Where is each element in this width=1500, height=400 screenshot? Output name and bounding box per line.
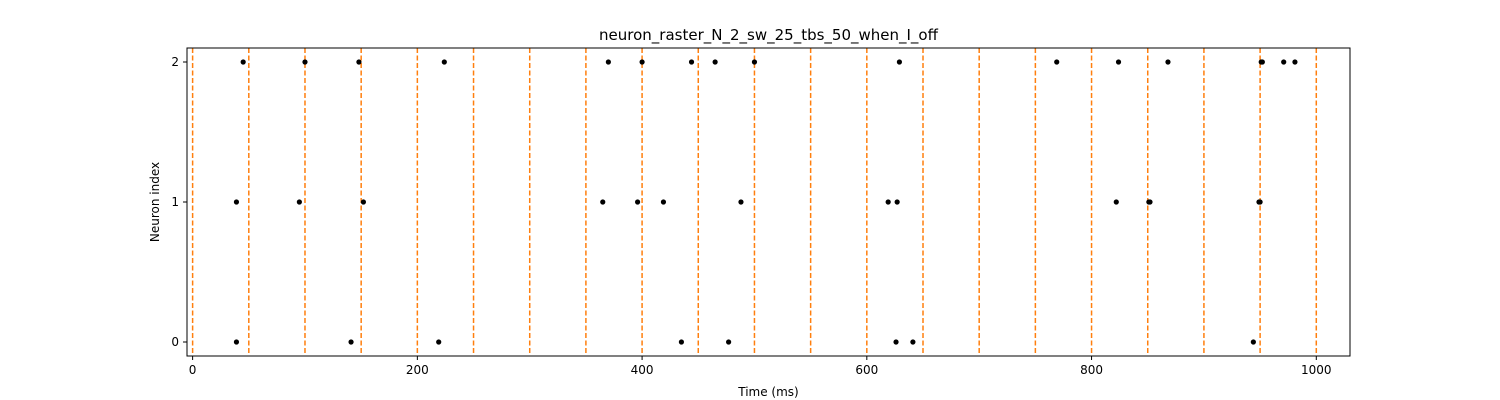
spike-point xyxy=(605,59,611,65)
spike-point xyxy=(1054,59,1060,65)
spike-point xyxy=(639,59,645,65)
spike-point xyxy=(356,59,362,65)
spike-point xyxy=(233,199,240,205)
x-axis-label: Time (ms) xyxy=(737,385,799,399)
spike-point xyxy=(738,199,744,205)
spike-point xyxy=(660,199,667,205)
y-tick-label: 2 xyxy=(171,55,179,69)
spike-point xyxy=(894,199,900,205)
spike-point xyxy=(600,199,606,205)
spike-point xyxy=(360,199,367,205)
spike-point xyxy=(1257,199,1263,205)
spike-point xyxy=(885,199,891,205)
x-tick-label: 600 xyxy=(855,363,878,377)
spike-point xyxy=(688,59,695,65)
spike-point xyxy=(296,199,302,205)
x-tick-label: 200 xyxy=(406,363,429,377)
spike-point xyxy=(1281,59,1287,65)
x-tick-label: 400 xyxy=(631,363,654,377)
x-tick-label: 1000 xyxy=(1301,363,1332,377)
spike-point xyxy=(896,59,903,65)
x-tick-label: 800 xyxy=(1080,363,1103,377)
spike-point xyxy=(1115,59,1122,65)
spike-point xyxy=(1147,199,1153,205)
spike-point xyxy=(726,339,732,345)
x-axis: 0 200 400 600 800 1000 xyxy=(189,356,1332,377)
spike-point xyxy=(1292,59,1298,65)
chart-title: neuron_raster_N_2_sw_25_tbs_50_when_I_of… xyxy=(599,26,939,45)
y-axis-label: Neuron index xyxy=(148,162,162,242)
plot-area xyxy=(191,48,1318,356)
spike-point xyxy=(1259,59,1265,65)
spike-point xyxy=(1113,199,1119,205)
spike-point xyxy=(436,339,442,345)
spike-point xyxy=(678,339,685,345)
y-tick-label: 0 xyxy=(171,335,179,349)
spike-point xyxy=(233,339,240,345)
spike-point xyxy=(634,199,641,205)
spike-point xyxy=(240,59,246,65)
spike-point xyxy=(1165,59,1171,65)
spike-point xyxy=(751,59,758,65)
spike-point xyxy=(348,339,354,345)
y-axis: 0 1 2 xyxy=(171,55,187,349)
spike-point xyxy=(302,59,308,65)
spike-point xyxy=(910,339,916,345)
y-tick-label: 1 xyxy=(171,195,179,209)
spike-point xyxy=(1250,339,1256,345)
x-tick-label: 0 xyxy=(189,363,197,377)
spike-point xyxy=(893,339,899,345)
spike-point xyxy=(712,59,718,65)
spike-point xyxy=(441,59,447,65)
